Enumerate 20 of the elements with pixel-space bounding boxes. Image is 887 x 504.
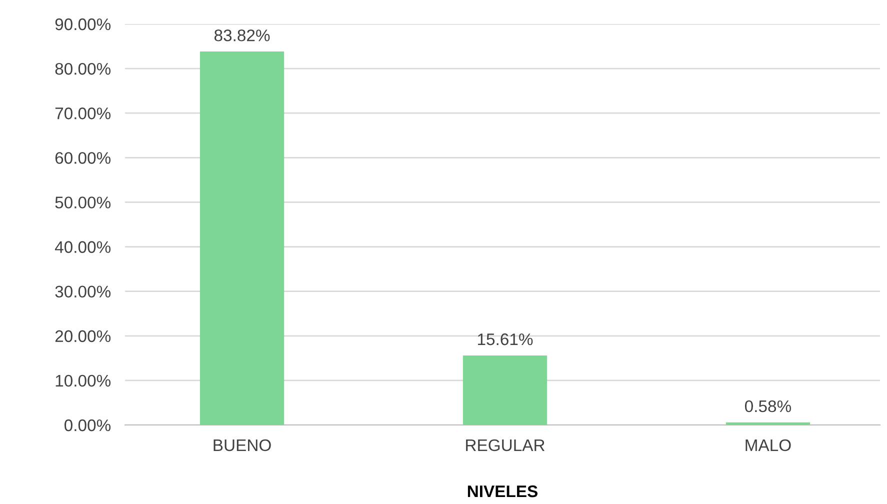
bar: [462, 355, 548, 425]
y-tick-label: 40.00%: [54, 241, 111, 253]
y-tick-label: 60.00%: [55, 152, 111, 164]
y-tick-label: 90.00%: [55, 18, 111, 30]
bar: [726, 422, 810, 425]
y-tick-label: 50.00%: [55, 196, 111, 208]
x-tick-label: BUENO: [214, 439, 271, 452]
data-label: 0.58%: [744, 400, 792, 412]
y-tick-label: 20.00%: [55, 330, 111, 342]
y-tick-label: 80.00%: [55, 62, 111, 75]
data-label: 15.61%: [478, 333, 533, 346]
y-tick-label: 70.00%: [55, 108, 111, 120]
x-axis-title: NIVELES: [468, 485, 538, 498]
x-tick-label: REGULAR: [466, 439, 545, 452]
y-tick-label: 10.00%: [56, 374, 111, 387]
x-tick-label: MALO: [746, 439, 791, 452]
data-label: 83.82%: [214, 29, 270, 42]
y-tick-label: 30.00%: [55, 286, 111, 298]
y-tick-label: 0.00%: [64, 419, 111, 432]
bar: [200, 52, 284, 425]
